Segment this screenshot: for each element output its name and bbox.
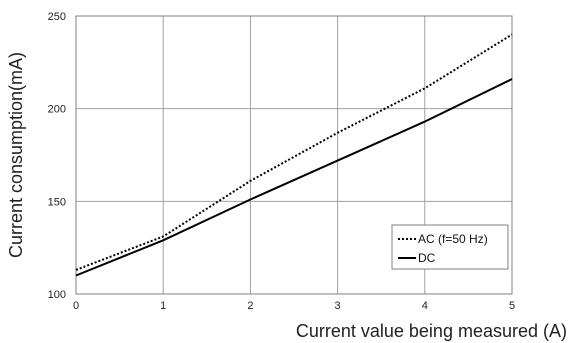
- y-tick-label: 200: [48, 104, 66, 116]
- series-lines: [75, 33, 513, 277]
- y-tick-label: 100: [48, 289, 66, 301]
- y-axis-ticks: 100 150 200 250: [48, 11, 66, 301]
- x-tick-label: 5: [509, 300, 515, 312]
- x-tick-label: 4: [422, 300, 428, 312]
- x-tick-label: 0: [73, 300, 79, 312]
- series-line-ac: [75, 33, 513, 271]
- y-axis-label: Current consumption(mA): [6, 52, 26, 258]
- plot-area-frame: [75, 15, 513, 295]
- series-line-dc: [75, 78, 513, 277]
- legend-label-dc: DC: [418, 251, 436, 265]
- x-axis-label: Current value being measured (A): [296, 321, 567, 341]
- x-tick-label: 2: [247, 300, 253, 312]
- y-tick-label: 150: [48, 196, 66, 208]
- x-axis-ticks: 0 1 2 3 4 5: [73, 300, 515, 312]
- x-tick-label: 1: [160, 300, 166, 312]
- y-tick-label: 250: [48, 11, 66, 23]
- legend-label-ac: AC (f=50 Hz): [418, 232, 488, 246]
- legend-box: [391, 224, 509, 270]
- legend: AC (f=50 Hz) DC: [391, 224, 509, 270]
- x-tick-label: 3: [335, 300, 341, 312]
